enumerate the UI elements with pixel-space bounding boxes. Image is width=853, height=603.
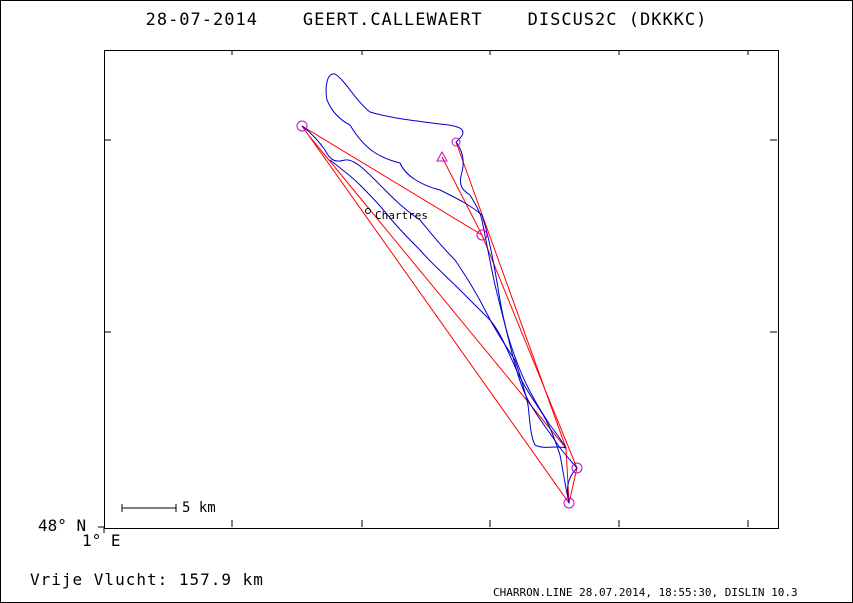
track-segment-western xyxy=(301,125,567,449)
task-leg-outer xyxy=(301,125,578,505)
distance-value: 157.9 km xyxy=(178,570,264,589)
track-segment-northloop xyxy=(325,73,567,449)
turnpoint-4 xyxy=(571,462,583,474)
turnpoint-3 xyxy=(476,229,488,241)
axis-ticks xyxy=(98,50,777,533)
flight-title: 28-07-2014 GEERT.CALLEWAERT DISCUS2C (DK… xyxy=(0,10,853,30)
turnpoint-2 xyxy=(451,137,461,147)
latitude-label: 48° N xyxy=(38,516,87,535)
track-segment-central xyxy=(329,159,570,504)
track-segment-eastern xyxy=(455,141,578,469)
town-label: Chartres xyxy=(375,209,428,222)
task-legs xyxy=(301,125,578,505)
turnpoint-start xyxy=(296,120,308,132)
glider-type: DISCUS2C (DKKKC) xyxy=(527,10,708,30)
longitude-label: 1° E xyxy=(82,531,121,550)
track-segment-final xyxy=(567,467,578,504)
pilot-name: GEERT.CALLEWAERT xyxy=(302,10,483,30)
task-leg-east xyxy=(455,141,570,504)
task-leg-mid xyxy=(309,136,567,449)
flight-date: 28-07-2014 xyxy=(145,10,258,30)
footer-info: CHARRON.LINE 28.07.2014, 18:55:30, DISLI… xyxy=(493,586,798,599)
scale-bar xyxy=(121,504,177,512)
gps-track xyxy=(301,73,578,504)
distance-label: Vrije Vlucht: xyxy=(30,570,169,589)
turnpoints xyxy=(296,120,583,509)
map-plot-area xyxy=(104,50,779,529)
distance-result: Vrije Vlucht: 157.9 km xyxy=(30,570,264,589)
turnpoint-5 xyxy=(563,497,575,509)
scale-label: 5 km xyxy=(182,500,216,516)
finish-triangle xyxy=(436,150,448,162)
town-marker xyxy=(365,208,371,214)
